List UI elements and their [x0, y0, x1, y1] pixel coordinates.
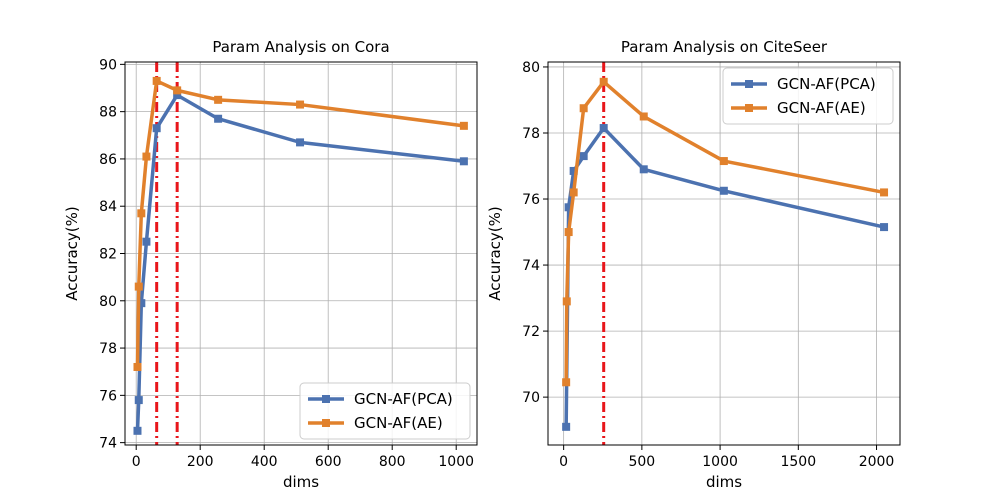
data-point — [639, 112, 648, 121]
data-point — [880, 223, 889, 232]
legend-box — [299, 382, 471, 440]
series-ae — [133, 76, 468, 371]
legend-swatch-marker — [745, 80, 753, 88]
data-point — [134, 396, 143, 405]
x-tick-label: 0 — [559, 454, 568, 470]
data-point — [214, 95, 223, 104]
y-tick-label: 74 — [99, 436, 117, 452]
data-point — [459, 157, 468, 166]
x-tick-label: 200 — [187, 454, 214, 470]
data-point — [137, 299, 146, 308]
legend-swatch-marker — [745, 104, 753, 112]
data-point — [564, 228, 573, 237]
series-line — [564, 126, 885, 427]
data-point — [142, 237, 151, 246]
data-point — [173, 91, 182, 100]
y-axis-label: Accuracy(%) — [63, 206, 81, 300]
data-point — [564, 203, 573, 212]
chart-title: Param Analysis on Cora — [212, 38, 389, 56]
y-tick-label: 78 — [522, 126, 540, 142]
data-point — [579, 104, 588, 113]
y-tick-label: 88 — [99, 105, 117, 121]
y-tick-label: 70 — [522, 390, 540, 406]
data-point — [569, 188, 578, 197]
legend-box — [722, 67, 894, 125]
data-point — [214, 114, 223, 123]
y-tick-label: 72 — [522, 324, 540, 340]
legend-label: GCN-AF(AE) — [777, 99, 866, 117]
chart-2: 0 500 1000 1500 2000 70 72 74 76 78 80 Param Analys… — [486, 38, 901, 491]
data-point — [134, 282, 143, 291]
y-tick-label: 76 — [522, 192, 540, 208]
x-tick-label: 2000 — [859, 454, 895, 470]
x-tick-label: 500 — [628, 454, 655, 470]
y-tick-label: 76 — [99, 388, 117, 404]
series-ae — [562, 77, 889, 387]
data-point — [562, 297, 571, 306]
x-axis-label: dims — [706, 473, 742, 491]
x-tick-label: 600 — [315, 454, 342, 470]
y-tick-label: 78 — [99, 341, 117, 357]
y-tick-label: 84 — [99, 199, 117, 215]
y-tick-label: 82 — [99, 247, 117, 263]
legend-label: GCN-AF(PCA) — [354, 390, 453, 408]
grid — [125, 62, 477, 445]
chart-title: Param Analysis on CiteSeer — [621, 38, 828, 56]
data-point — [296, 138, 305, 147]
x-axis-label: dims — [283, 473, 319, 491]
data-point — [719, 186, 728, 195]
y-tick-label: 90 — [99, 57, 117, 73]
data-point — [133, 362, 142, 371]
data-point — [562, 378, 571, 387]
data-point — [133, 426, 142, 435]
data-point — [569, 166, 578, 175]
data-point — [137, 209, 146, 218]
legend: GCN-AF(PCA) GCN-AF(AE) — [299, 382, 471, 440]
chart-1: 0 200 400 600 800 1000 74 76 78 80 82 84 86 88 90 Param… — [63, 38, 478, 491]
data-point — [152, 76, 161, 85]
data-point — [599, 124, 608, 133]
y-axis-label: Accuracy(%) — [486, 206, 504, 300]
series-pca — [562, 124, 889, 431]
axes-frame — [124, 61, 478, 446]
x-tick-label: 1000 — [438, 454, 474, 470]
y-tick-label: 80 — [99, 294, 117, 310]
legend-swatch-marker — [322, 419, 330, 427]
legend: GCN-AF(PCA) GCN-AF(AE) — [722, 67, 894, 125]
data-point — [719, 157, 728, 166]
data-point — [173, 86, 182, 95]
data-point — [152, 124, 161, 133]
y-tick-label: 80 — [522, 60, 540, 76]
data-point — [459, 121, 468, 130]
data-point — [599, 77, 608, 86]
x-tick-label: 0 — [132, 454, 141, 470]
data-point — [639, 165, 648, 174]
legend-label: GCN-AF(AE) — [354, 414, 443, 432]
x-tick-label: 400 — [251, 454, 278, 470]
data-point — [579, 152, 588, 161]
legend-label: GCN-AF(PCA) — [777, 75, 876, 93]
data-point — [880, 188, 889, 197]
axes-frame — [547, 61, 901, 446]
x-tick-label: 1000 — [702, 454, 738, 470]
legend-swatch-marker — [322, 395, 330, 403]
y-tick-label: 86 — [99, 152, 117, 168]
x-tick-label: 800 — [379, 454, 406, 470]
data-point — [562, 422, 571, 431]
data-point — [142, 152, 151, 161]
x-tick-label: 1500 — [780, 454, 816, 470]
y-tick-label: 74 — [522, 258, 540, 274]
data-point — [296, 100, 305, 109]
